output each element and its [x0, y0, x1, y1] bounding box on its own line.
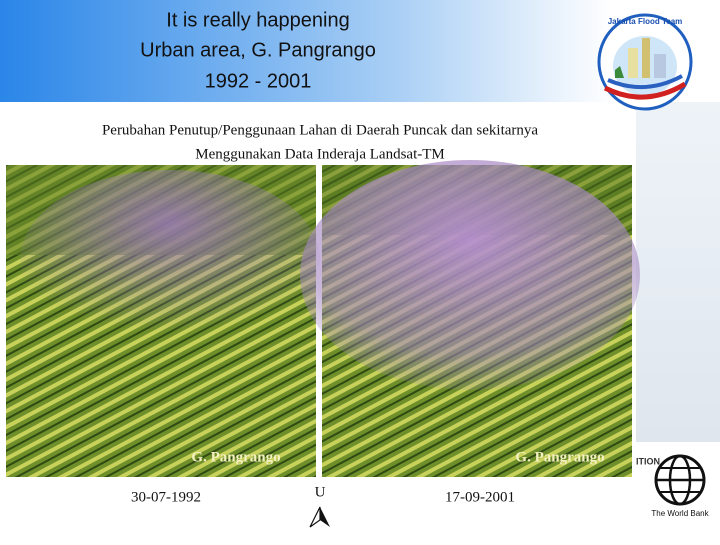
caption: Perubahan Penutup/Penggunaan Lahan di Da… — [102, 122, 538, 162]
image-1992: G. Pangrango — [6, 165, 320, 477]
title: It is really happening Urban area, G. Pa… — [140, 9, 376, 92]
arrow-right — [320, 507, 330, 527]
logo-text: Jakarta Flood Team — [608, 17, 683, 26]
caption-line: Menggunakan Data Inderaja Landsat-TM — [195, 146, 445, 162]
image-label: G. Pangrango — [515, 449, 604, 465]
world-bank-text: The World Bank — [651, 509, 709, 518]
world-bank-logo: The World Bank — [651, 454, 710, 518]
caption-line: Perubahan Penutup/Penggunaan Lahan di Da… — [102, 122, 538, 138]
title-line: Urban area, G. Pangrango — [140, 39, 376, 61]
logo-monument — [642, 38, 650, 78]
urban-area — [300, 160, 640, 390]
logo-building — [654, 54, 666, 78]
title-line: 1992 - 2001 — [205, 70, 312, 92]
arrow-left — [309, 506, 321, 528]
image-date: 30-07-1992 — [131, 489, 201, 505]
dates: 30-07-1992 17-09-2001 — [131, 489, 515, 505]
image-2001: G. Pangrango — [300, 160, 640, 477]
north-arrow: U — [309, 484, 330, 528]
logo-tree — [615, 66, 624, 78]
side-band — [636, 102, 720, 442]
image-date: 17-09-2001 — [445, 489, 515, 505]
urban-area — [20, 170, 320, 350]
logo-building — [628, 48, 638, 78]
partial-text: ITION — [636, 456, 660, 466]
title-line: It is really happening — [166, 9, 349, 31]
logo: Jakarta Flood Team — [597, 13, 693, 111]
logo-swoosh — [607, 74, 683, 90]
logo-swoosh — [603, 81, 687, 100]
image-label: G. Pangrango — [191, 449, 280, 465]
north-label: U — [315, 484, 326, 500]
